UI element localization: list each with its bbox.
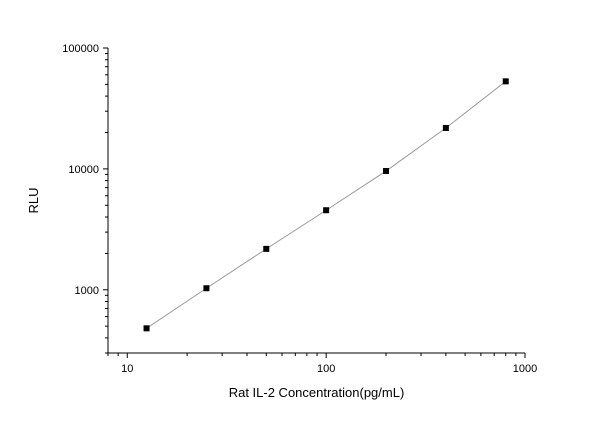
- y-tick-label: 100000: [62, 43, 99, 55]
- x-tick-label: 1000: [513, 363, 537, 375]
- data-point: [383, 168, 389, 175]
- fit-curve: [146, 80, 507, 329]
- x-ticks: 10 100 1000: [107, 353, 537, 375]
- data-points: [143, 78, 509, 332]
- y-axis-title: RLU: [26, 187, 41, 213]
- data-point: [263, 245, 270, 252]
- data-point: [502, 78, 509, 85]
- data-point: [442, 124, 449, 131]
- y-tick-label: 10000: [68, 164, 99, 176]
- x-tick-label: 100: [317, 363, 335, 375]
- data-point: [203, 285, 210, 292]
- x-axis-title: Rat IL-2 Concentration(pg/mL): [229, 385, 405, 400]
- data-point: [143, 325, 150, 332]
- x-tick-label: 10: [121, 363, 133, 375]
- data-point: [323, 207, 330, 214]
- plot-area: 10 100 1000 1000 10000 100000: [62, 43, 537, 375]
- y-tick-label: 1000: [75, 285, 99, 297]
- y-ticks: 1000 10000 100000: [62, 43, 108, 354]
